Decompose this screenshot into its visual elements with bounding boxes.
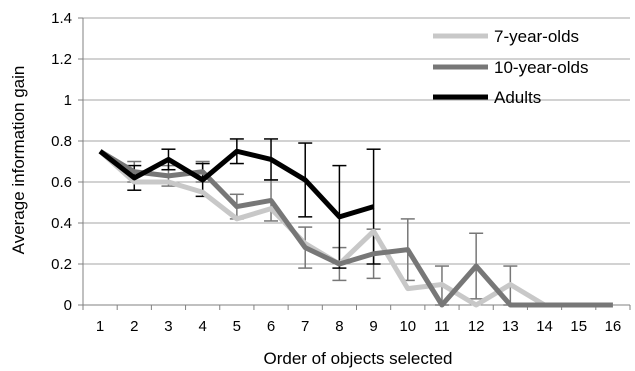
x-axis-label: Order of objects selected	[264, 349, 453, 368]
series-line-7-year-olds	[98, 149, 613, 308]
error-bars	[127, 138, 518, 306]
x-tick-label: 3	[164, 318, 172, 335]
y-tick-label: 1.4	[51, 10, 72, 27]
x-tick-label: 7	[301, 318, 309, 335]
y-tick-label: 0.4	[51, 215, 72, 232]
x-tick-label: 11	[434, 318, 450, 335]
x-tick-label: 1	[96, 318, 104, 335]
legend-label-7-year-olds: 7-year-olds	[494, 27, 579, 46]
legend-label-adults: Adults	[494, 88, 541, 107]
y-tick-label: 0	[64, 297, 72, 314]
y-axis-label: Average information gain	[9, 66, 28, 255]
x-tick-label: 4	[198, 318, 206, 335]
x-tick-label: 12	[468, 318, 485, 335]
y-tick-label: 0.8	[51, 133, 72, 150]
y-tick-label: 1	[64, 92, 72, 109]
y-tick-label: 0.2	[51, 256, 72, 273]
x-tick-label: 16	[605, 318, 622, 335]
x-tick-label: 9	[369, 318, 377, 335]
series-lines	[98, 148, 613, 308]
x-tick-label: 10	[399, 318, 416, 335]
x-tick-label: 2	[130, 318, 138, 335]
x-tick-label: 5	[233, 318, 241, 335]
series-line-10-year-olds	[98, 149, 613, 308]
x-tick-label: 8	[335, 318, 343, 335]
gridlines	[83, 17, 630, 265]
x-tick-label: 6	[267, 318, 275, 335]
series-line-adults	[98, 148, 375, 220]
x-tick-label: 15	[570, 318, 587, 335]
tick-labels: 00.20.40.60.811.21.41 2 3 4 5 6 7 8 9 10 11 12 13 14 1…	[51, 10, 621, 335]
y-tick-label: 0.6	[51, 174, 72, 191]
x-tick-label: 13	[502, 318, 519, 335]
legend-label-10-year-olds: 10-year-olds	[494, 58, 589, 77]
x-tick-label: 14	[536, 318, 553, 335]
y-tick-label: 1.2	[51, 51, 72, 68]
legend: 7-year-olds 10-year-olds Adults	[433, 27, 589, 107]
